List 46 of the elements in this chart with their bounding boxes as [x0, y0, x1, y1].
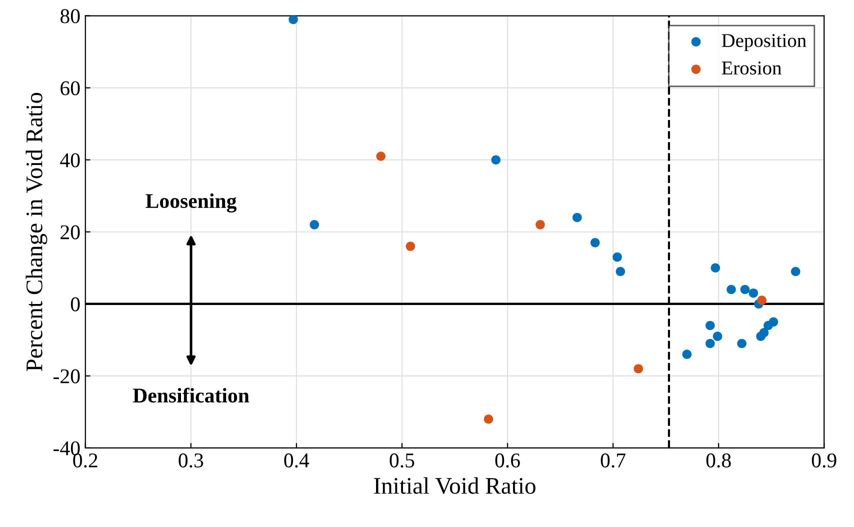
point — [310, 220, 320, 230]
point — [288, 16, 298, 24]
point — [376, 152, 386, 161]
x-tick-label: 0.9 — [812, 453, 836, 468]
x-tick-label: 0.8 — [706, 453, 731, 468]
legend-label: Deposition — [722, 34, 806, 52]
point — [710, 263, 720, 273]
point — [612, 252, 622, 262]
y-tick-label: 40 — [60, 153, 80, 168]
point — [759, 328, 769, 338]
point — [748, 288, 758, 298]
point — [740, 284, 750, 294]
x-tick-label: 0.3 — [178, 453, 204, 468]
point — [590, 238, 600, 248]
x-tick-label: 0.2 — [73, 453, 98, 468]
point — [572, 212, 582, 222]
y-tick-label: 0 — [70, 297, 80, 312]
x-tick-label: 0.6 — [495, 453, 520, 468]
annotation: Loosening — [146, 193, 237, 212]
y-tick-label: -40 — [54, 441, 80, 456]
point — [616, 266, 626, 276]
y-tick-label: 60 — [60, 81, 80, 96]
point — [712, 332, 722, 341]
point — [790, 266, 800, 276]
point — [536, 220, 545, 230]
annotation: Densification — [132, 388, 250, 403]
x-axis-title: Initial Void Ratio — [374, 477, 536, 494]
point — [634, 364, 644, 374]
y-tick-label: -20 — [54, 369, 80, 384]
point — [484, 414, 494, 424]
x-tick-label: 0.7 — [600, 453, 626, 468]
point — [737, 338, 746, 348]
point — [491, 155, 501, 165]
point — [682, 350, 692, 359]
point — [406, 242, 416, 251]
y-tick-label: 80 — [60, 9, 80, 24]
x-tick-label: 0.4 — [284, 453, 310, 468]
point — [705, 320, 715, 330]
point — [726, 284, 736, 294]
point — [757, 296, 767, 305]
point — [768, 317, 778, 327]
x-tick-label: 0.5 — [390, 453, 414, 468]
y-axis-title: Percent Change in Void Ratio — [26, 92, 48, 372]
point — [705, 338, 715, 348]
y-tick-label: 20 — [60, 225, 80, 240]
legend-label: Erosion — [722, 62, 782, 75]
